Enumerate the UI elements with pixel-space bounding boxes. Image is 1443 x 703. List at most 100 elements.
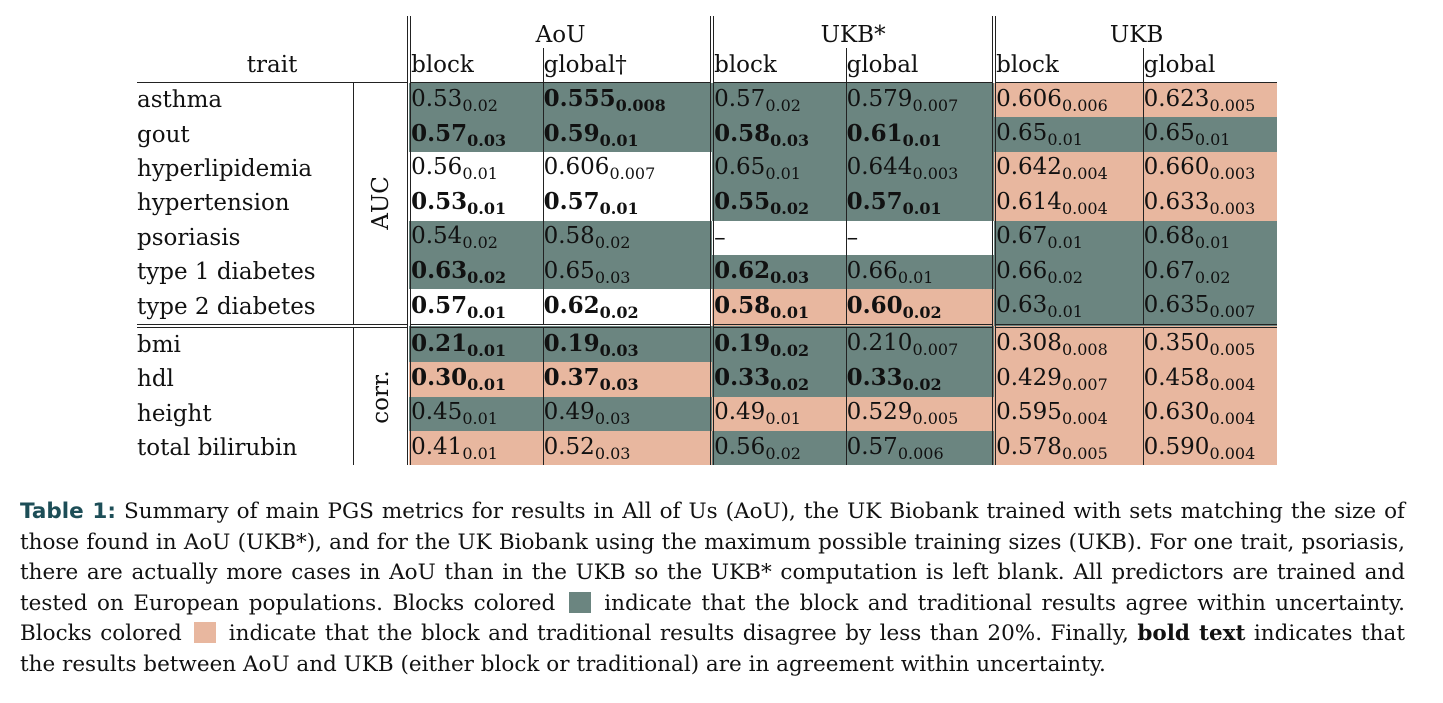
value-uncertainty: 0.02	[765, 95, 801, 115]
value-cell-aou-block: 0.530.02	[407, 82, 544, 118]
value-main: 0.58	[543, 223, 595, 250]
value-uncertainty: 0.01	[765, 164, 801, 184]
value-main: 0.644	[846, 154, 913, 181]
value-main: 0.660	[1143, 154, 1210, 181]
value-cell-ukb-global: 0.680.01	[1142, 220, 1278, 255]
value-main: 0.49	[714, 399, 766, 426]
value-main: 0.41	[411, 433, 463, 460]
value-uncertainty: 0.02	[1047, 267, 1083, 287]
value-uncertainty: 0.007	[609, 164, 656, 184]
value-cell-aou-block: 0.210.01	[407, 323, 544, 363]
value-cell-ukb-global: 0.5900.004	[1142, 430, 1278, 466]
value-cell-ukb-global: 0.6300.004	[1142, 396, 1278, 431]
value-main: 0.642	[996, 154, 1062, 181]
value-main: 0.63	[411, 257, 468, 285]
value-cell-ukbstar-global: 0.660.01	[845, 254, 995, 290]
value-uncertainty: 0.01	[770, 302, 810, 322]
value-cell-aou-global: 0.520.03	[542, 430, 713, 466]
value-cell-ukbstar-global: 0.570.006	[845, 430, 995, 466]
disagree-color-swatch	[194, 622, 217, 643]
value-main: 0.635	[1143, 292, 1210, 319]
value-cell-aou-block: 0.560.01	[407, 151, 544, 187]
value-main: 0.53	[411, 188, 468, 216]
subheader-ukb-block: block	[992, 48, 1144, 83]
value-main: 0.65	[1143, 120, 1195, 147]
value-uncertainty: 0.007	[1209, 302, 1256, 322]
group-header-aou: AoU	[407, 16, 713, 48]
value-cell-ukb-global: 0.6350.007	[1142, 289, 1278, 326]
agree-color-swatch	[568, 591, 591, 613]
value-cell-ukbstar-block: –	[710, 220, 847, 255]
value-cell-ukb-global: 0.670.02	[1142, 254, 1278, 290]
value-main: 0.62	[543, 291, 600, 319]
value-uncertainty: 0.03	[594, 443, 631, 463]
value-uncertainty: 0.02	[902, 302, 942, 322]
value-uncertainty: 0.03	[599, 375, 639, 395]
value-cell-aou-block: 0.450.01	[407, 396, 544, 431]
value-cell-aou-block: 0.630.02	[407, 254, 544, 290]
value-uncertainty: 0.006	[897, 443, 944, 463]
table-row: gout 0.570.03 0.590.01 0.580.03 0.610.01 0.65…	[137, 117, 1278, 152]
value-main: 0.623	[1143, 85, 1210, 112]
value-uncertainty: 0.03	[467, 130, 507, 150]
trait-header: trait	[137, 48, 410, 83]
value-main: 0.578	[996, 433, 1062, 460]
value-main: 0.61	[846, 119, 903, 147]
value-cell-aou-global: 0.370.03	[542, 362, 713, 397]
value-cell-ukbstar-block: 0.490.01	[710, 396, 847, 431]
value-main: 0.19	[714, 329, 771, 357]
trait-cell: asthma	[137, 87, 223, 114]
value-uncertainty: 0.01	[897, 267, 934, 287]
value-cell-aou-block: 0.570.03	[407, 117, 544, 152]
value-cell-aou-global: 0.650.03	[542, 254, 713, 290]
value-cell-ukbstar-global: 0.570.01	[845, 186, 995, 221]
value-main: 0.606	[996, 85, 1062, 112]
value-uncertainty: 0.004	[1209, 409, 1256, 429]
value-uncertainty: 0.03	[599, 340, 639, 360]
value-main: 0.606	[543, 154, 610, 181]
value-cell-ukbstar-block: 0.560.02	[710, 430, 847, 466]
value-uncertainty: 0.01	[1047, 233, 1083, 253]
value-uncertainty: 0.02	[770, 199, 810, 219]
value-cell-ukb-block: 0.6420.004	[992, 151, 1144, 187]
value-uncertainty: 0.01	[1047, 302, 1083, 322]
value-cell-ukb-block: 0.5780.005	[992, 430, 1144, 466]
value-uncertainty: 0.01	[467, 340, 507, 360]
value-cell-ukb-global: 0.6230.005	[1142, 82, 1278, 118]
value-uncertainty: 0.01	[599, 130, 639, 150]
value-uncertainty: 0.004	[1061, 198, 1108, 218]
value-main: 0.33	[846, 364, 903, 392]
value-cell-ukbstar-global: –	[845, 220, 995, 255]
value-cell-ukbstar-block: 0.330.02	[710, 362, 847, 397]
results-table: AoU UKB* UKB trait block global† block g…	[137, 16, 1278, 466]
value-uncertainty: 0.01	[1194, 130, 1231, 150]
metric-label: AUC	[367, 176, 394, 231]
value-uncertainty: 0.003	[912, 164, 959, 184]
value-main: 0.57	[846, 188, 903, 216]
value-main: 0.66	[996, 257, 1048, 284]
table-row: hdl 0.300.01 0.370.03 0.330.02 0.330.02 0.429…	[137, 362, 1278, 397]
value-uncertainty: 0.02	[594, 233, 631, 253]
value-main: 0.66	[846, 257, 898, 284]
value-main: 0.308	[996, 330, 1062, 357]
value-cell-ukbstar-global: 0.610.01	[845, 117, 995, 152]
value-cell-ukbstar-block: 0.580.01	[710, 289, 847, 326]
value-uncertainty: 0.01	[1194, 233, 1231, 253]
value-main: 0.67	[996, 223, 1048, 250]
value-uncertainty: 0.02	[902, 375, 942, 395]
value-uncertainty: 0.004	[1061, 409, 1108, 429]
value-main: 0.52	[543, 433, 595, 460]
value-cell-ukb-block: 0.3080.008	[992, 323, 1144, 363]
table-row: hypertension 0.530.01 0.570.01 0.550.02 0.57…	[137, 186, 1278, 221]
group-header-ukb: UKB	[992, 16, 1278, 48]
value-main: 0.57	[543, 188, 600, 216]
value-cell-ukb-global: 0.6600.003	[1142, 151, 1278, 187]
caption-text-2: indicate that the block and traditional …	[20, 590, 1405, 647]
value-cell-ukb-global: 0.6330.003	[1142, 186, 1278, 221]
value-uncertainty: 0.003	[1209, 164, 1256, 184]
value-cell-aou-block: 0.410.01	[407, 430, 544, 466]
table-row: psoriasis 0.540.02 0.580.02– –0.670.01 0.680…	[137, 220, 1278, 255]
value-main: 0.57	[846, 433, 898, 460]
value-cell-ukb-block: 0.6060.006	[992, 82, 1144, 118]
value-uncertainty: 0.01	[765, 409, 801, 429]
